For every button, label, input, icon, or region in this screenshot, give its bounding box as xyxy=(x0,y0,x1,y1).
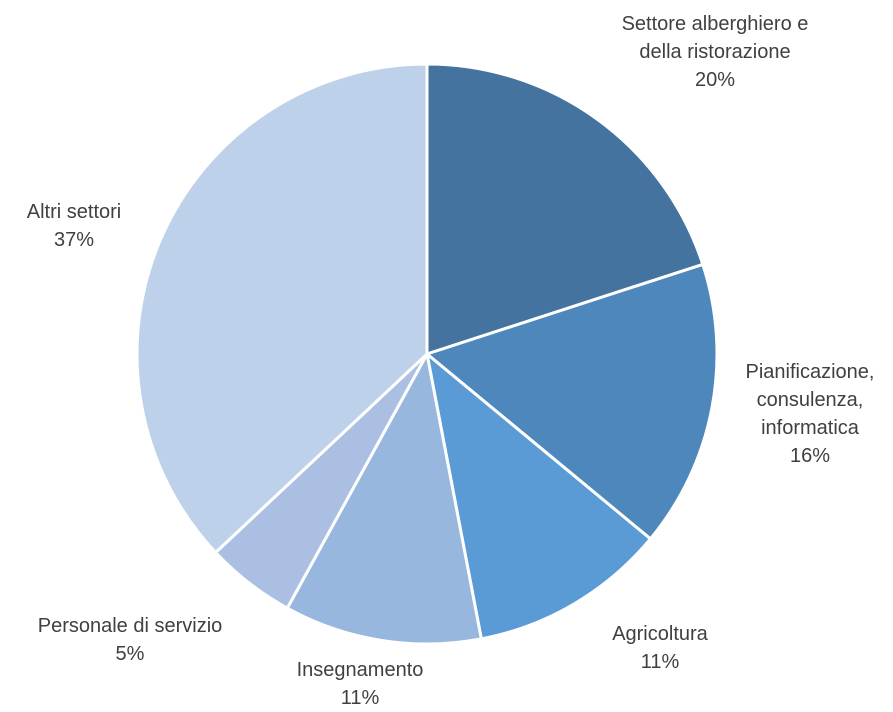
label-name: Agricoltura xyxy=(580,620,740,648)
label-name-line: consulenza, xyxy=(725,386,893,414)
label-value: 11% xyxy=(580,648,740,676)
label-name: Altri settori xyxy=(0,198,148,226)
label-settore-alberghiero: Settore alberghiero e della ristorazione… xyxy=(570,10,860,94)
label-name: Personale di servizio xyxy=(10,612,250,640)
label-value: 11% xyxy=(275,684,445,712)
label-altri-settori: Altri settori 37% xyxy=(0,198,148,254)
label-name-line: Settore alberghiero e xyxy=(570,10,860,38)
label-name-line: Pianificazione, xyxy=(725,358,893,386)
label-name: Insegnamento xyxy=(275,656,445,684)
label-insegnamento: Insegnamento 11% xyxy=(275,656,445,712)
label-name-line: della ristorazione xyxy=(570,38,860,66)
label-pianificazione: Pianificazione, consulenza, informatica … xyxy=(725,358,893,470)
label-value: 5% xyxy=(10,640,250,668)
label-name-line: informatica xyxy=(725,414,893,442)
label-value: 37% xyxy=(0,226,148,254)
label-value: 20% xyxy=(570,66,860,94)
label-personale-di-servizio: Personale di servizio 5% xyxy=(10,612,250,668)
label-agricoltura: Agricoltura 11% xyxy=(580,620,740,676)
label-value: 16% xyxy=(725,442,893,470)
